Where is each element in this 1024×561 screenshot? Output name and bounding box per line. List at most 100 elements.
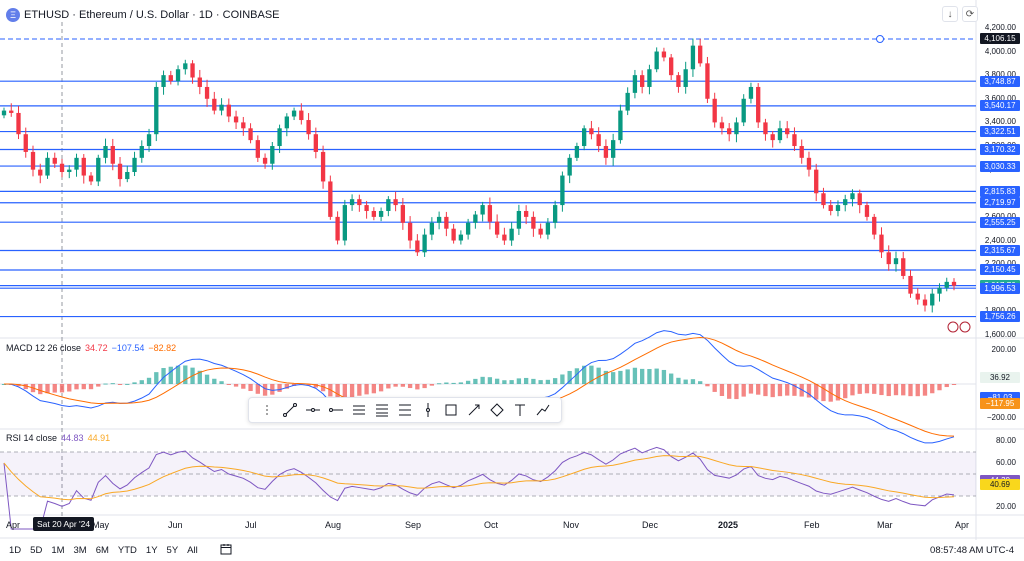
macd-histogram-bar xyxy=(785,384,790,396)
timeframe-button[interactable]: 5Y xyxy=(166,545,179,556)
level-price-label: 2,815.83 xyxy=(980,185,1020,197)
anchored-text-icon[interactable] xyxy=(512,402,528,418)
macd-histogram-bar xyxy=(407,384,413,389)
arrow-icon[interactable] xyxy=(466,402,482,418)
clock-time[interactable]: 08:57:48 AM UTC-4 xyxy=(930,545,1014,556)
price-tick: 3,600.00 xyxy=(984,93,1016,103)
candle-down xyxy=(88,175,94,182)
macd-histogram-bar xyxy=(226,384,231,385)
arrow-down-icon[interactable]: ↓ xyxy=(942,6,958,22)
candle-up xyxy=(132,157,137,173)
candle-down xyxy=(719,122,725,129)
timeframe-button[interactable]: All xyxy=(187,545,198,556)
timeframe-button[interactable]: YTD xyxy=(117,545,137,556)
candle-up xyxy=(146,134,152,147)
timeframe-button[interactable]: 1M xyxy=(51,545,65,556)
macd-histogram-bar xyxy=(378,384,384,392)
macd-histogram-bar xyxy=(705,384,710,387)
candle-down xyxy=(335,216,340,241)
macd-line-value: −107.54 xyxy=(111,343,145,353)
trend-line-icon[interactable] xyxy=(282,402,298,418)
macd-histogram-bar xyxy=(690,379,696,384)
macd-histogram-bar xyxy=(132,382,137,384)
refresh-icon[interactable]: ⟳ xyxy=(962,6,978,22)
timeframe-button[interactable]: 1D xyxy=(9,545,22,556)
macd-histogram-bar xyxy=(241,384,246,389)
macd-histogram-bar xyxy=(531,378,536,384)
macd-histogram-bar xyxy=(654,368,659,384)
macd-histogram-bar xyxy=(763,384,768,397)
level-price-label: 2,315.67 xyxy=(980,244,1020,256)
macd-histogram-bar xyxy=(640,368,645,384)
macd-signal-value: −82.82 xyxy=(148,343,177,353)
candle-up xyxy=(567,157,572,176)
fib-retracement-icon[interactable] xyxy=(351,402,367,418)
candle-down xyxy=(864,205,870,217)
macd-histogram-bar xyxy=(516,378,522,384)
timeframe-button[interactable]: 6M xyxy=(95,545,109,556)
candle-down xyxy=(669,57,674,76)
candle-up xyxy=(342,205,347,241)
macd-histogram-bar xyxy=(872,384,877,394)
macd-histogram-bar xyxy=(603,370,609,384)
shape-diamond-icon[interactable] xyxy=(489,402,505,418)
macd-histogram-bar xyxy=(843,384,848,399)
candle-up xyxy=(843,199,848,206)
candle-down xyxy=(364,205,369,211)
candle-down xyxy=(117,163,123,180)
time-axis-label: Feb xyxy=(804,520,820,530)
candle-up xyxy=(581,128,587,147)
calendar-icon[interactable] xyxy=(220,543,232,558)
candle-down xyxy=(799,146,804,158)
candle-down xyxy=(922,299,928,306)
candle-down xyxy=(371,210,377,217)
horizontal-ray-icon[interactable] xyxy=(328,402,344,418)
macd-histogram-bar xyxy=(589,365,594,384)
macd-histogram-bar xyxy=(81,384,86,390)
macd-legend[interactable]: MACD 12 26 close 34.72 −107.54 −82.82 xyxy=(6,343,176,353)
macd-histogram-bar xyxy=(901,384,906,396)
macd-histogram-bar xyxy=(88,384,94,390)
macd-histogram-bar xyxy=(814,384,819,400)
macd-histogram-bar xyxy=(502,380,507,384)
us-flag-icon xyxy=(947,321,959,333)
candle-down xyxy=(698,45,703,64)
candle-down xyxy=(451,228,456,241)
rsi-ma-line xyxy=(3,455,955,501)
macd-histogram-bar xyxy=(422,384,427,389)
macd-histogram-bar xyxy=(596,367,601,384)
cursor-dots-icon[interactable] xyxy=(259,402,275,418)
candle-up xyxy=(219,104,224,111)
candle-up xyxy=(378,210,384,217)
parallel-channel-icon[interactable] xyxy=(397,402,413,418)
candle-up xyxy=(74,157,79,170)
fib-channel-icon[interactable] xyxy=(374,402,390,418)
rectangle-icon[interactable] xyxy=(443,402,459,418)
time-axis-label: Jul xyxy=(245,520,257,530)
candle-up xyxy=(429,222,435,235)
price-tick: 1,800.00 xyxy=(978,306,1016,315)
timeframe-button[interactable]: 1Y xyxy=(145,545,158,556)
candle-down xyxy=(168,75,173,82)
rsi-legend[interactable]: RSI 14 close 44.83 44.91 xyxy=(6,433,110,443)
symbol-header[interactable]: Ξ ETHUSD · Ethereum / U.S. Dollar · 1D ·… xyxy=(6,8,280,22)
level-price-label: 3,170.32 xyxy=(980,144,1020,156)
candle-down xyxy=(328,181,333,217)
candle-up xyxy=(560,175,565,206)
vertical-line-icon[interactable] xyxy=(420,402,436,418)
macd-histogram-bar xyxy=(103,383,108,385)
candle-up xyxy=(422,234,427,253)
macd-tick: −200.00 xyxy=(986,412,1016,422)
timeframe-button[interactable]: 5D xyxy=(30,545,43,556)
macd-histogram-bar xyxy=(792,384,797,396)
timeframe-button[interactable]: 3M xyxy=(73,545,87,556)
path-icon[interactable] xyxy=(535,402,551,418)
candle-up xyxy=(930,293,935,306)
rsi-tick: 20.00 xyxy=(995,502,1016,511)
drawing-toolbar[interactable] xyxy=(248,397,562,423)
horizontal-line-icon[interactable] xyxy=(305,402,321,418)
macd-histogram-bar xyxy=(212,378,217,384)
rsi-value: 44.83 xyxy=(61,433,84,443)
macd-histogram-bar xyxy=(415,384,420,390)
